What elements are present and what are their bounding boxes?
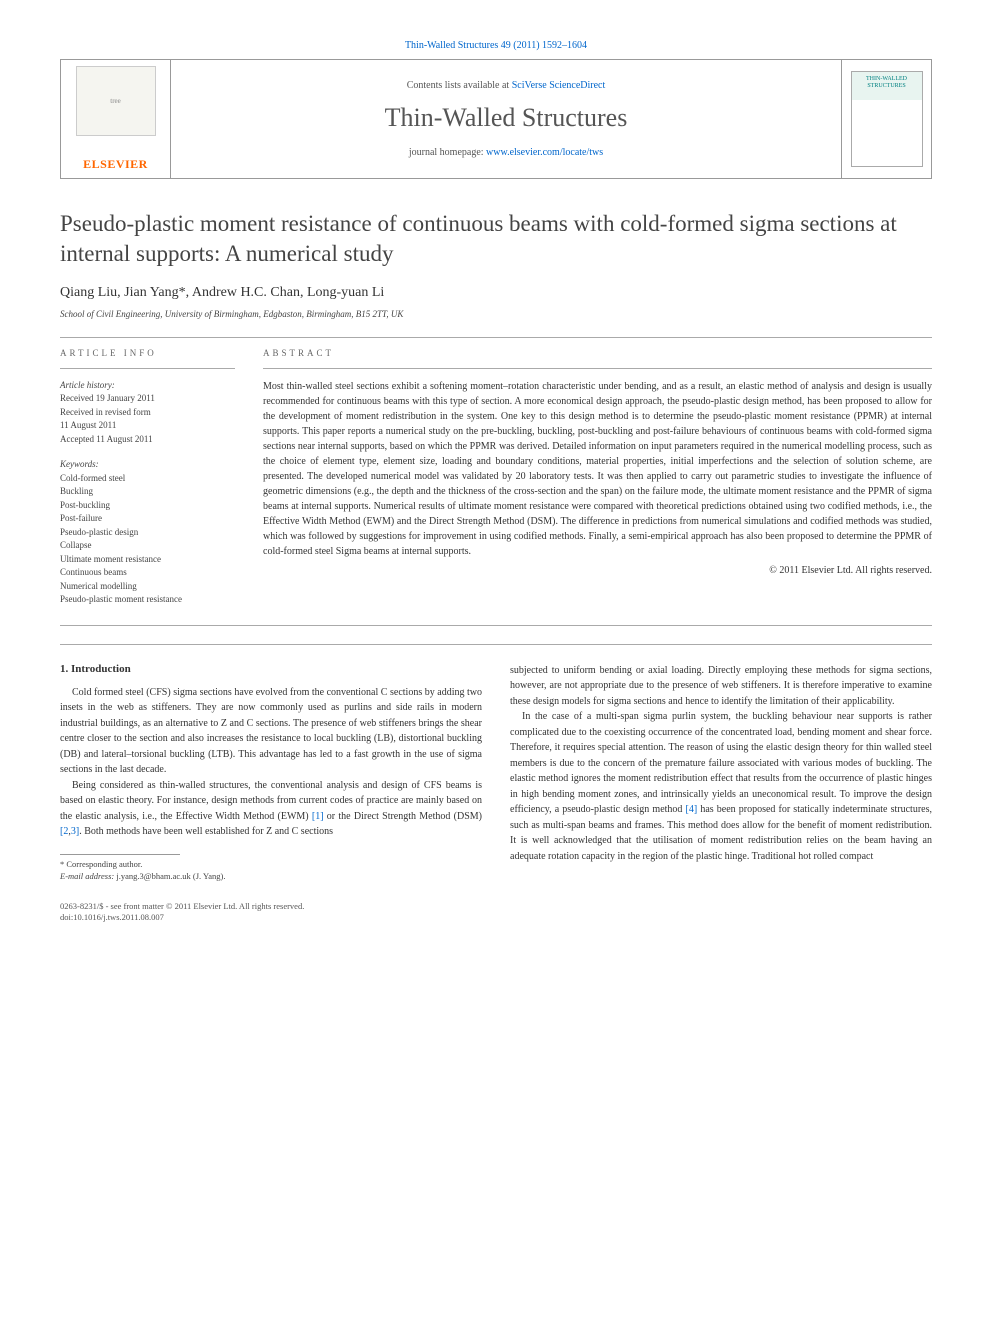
keyword: Ultimate moment resistance: [60, 553, 235, 567]
elsevier-tree-icon: tree: [76, 66, 156, 136]
corresponding-author-footnote: * Corresponding author.: [60, 859, 482, 871]
contents-line: Contents lists available at SciVerse Sci…: [407, 80, 606, 91]
citation-link[interactable]: 3]: [71, 826, 79, 837]
publisher-name: ELSEVIER: [83, 157, 148, 172]
journal-name: Thin-Walled Structures: [385, 103, 628, 133]
divider-full: [60, 644, 932, 645]
affiliation: School of Civil Engineering, University …: [60, 309, 932, 319]
contents-prefix: Contents lists available at: [407, 80, 512, 91]
email-label: E-mail address:: [60, 871, 114, 881]
body-paragraph: In the case of a multi-span sigma purlin…: [510, 709, 932, 864]
authors-part1: Qiang Liu, Jian Yang: [60, 285, 179, 300]
body-paragraph: subjected to uniform bending or axial lo…: [510, 663, 932, 710]
footnote-block: * Corresponding author. E-mail address: …: [60, 854, 482, 925]
keyword: Post-buckling: [60, 499, 235, 513]
journal-cover-icon: THIN-WALLED STRUCTURES: [851, 71, 923, 167]
header-center: Contents lists available at SciVerse Sci…: [171, 60, 841, 178]
article-title: Pseudo-plastic moment resistance of cont…: [60, 209, 932, 269]
article-history: Article history: Received 19 January 201…: [60, 379, 235, 447]
history-label: Article history:: [60, 379, 235, 393]
keyword: Pseudo-plastic moment resistance: [60, 593, 235, 607]
authors: Qiang Liu, Jian Yang*, Andrew H.C. Chan,…: [60, 285, 932, 301]
cover-title-1: THIN-WALLED: [866, 76, 907, 83]
section-heading: 1. Introduction: [60, 663, 482, 675]
keyword: Pseudo-plastic design: [60, 526, 235, 540]
abstract-column: abstract Most thin-walled steel sections…: [263, 348, 932, 619]
keyword: Post-failure: [60, 512, 235, 526]
doi-line: doi:10.1016/j.tws.2011.08.007: [60, 912, 482, 924]
divider: [60, 368, 235, 369]
cover-title-2: STRUCTURES: [867, 83, 905, 90]
authors-part2: , Andrew H.C. Chan, Long-yuan Li: [186, 285, 385, 300]
keyword: Buckling: [60, 485, 235, 499]
citation-link[interactable]: [4]: [686, 804, 698, 815]
footnote-divider: [60, 854, 180, 855]
issn-line: 0263-8231/$ - see front matter © 2011 El…: [60, 901, 482, 913]
copyright-line: © 2011 Elsevier Ltd. All rights reserved…: [263, 565, 932, 576]
journal-ref-link[interactable]: Thin-Walled Structures 49 (2011) 1592–16…: [405, 40, 587, 51]
keyword: Cold-formed steel: [60, 472, 235, 486]
article-info-heading: article info: [60, 348, 235, 358]
email-footnote: E-mail address: j.yang.3@bham.ac.uk (J. …: [60, 871, 482, 883]
keyword: Continuous beams: [60, 566, 235, 580]
revised-label: Received in revised form: [60, 406, 235, 420]
body-columns: 1. Introduction Cold formed steel (CFS) …: [60, 663, 932, 925]
corresponding-author-mark[interactable]: *: [179, 285, 186, 300]
divider: [60, 337, 932, 338]
divider: [60, 625, 932, 626]
body-text-span: . Both methods have been well establishe…: [79, 826, 333, 837]
email-address: j.yang.3@bham.ac.uk (J. Yang).: [114, 871, 225, 881]
sciencedirect-link[interactable]: SciVerse ScienceDirect: [512, 80, 606, 91]
revised-date: 11 August 2011: [60, 419, 235, 433]
journal-reference: Thin-Walled Structures 49 (2011) 1592–16…: [60, 40, 932, 51]
keywords-block: Keywords: Cold-formed steel Buckling Pos…: [60, 458, 235, 607]
keyword: Numerical modelling: [60, 580, 235, 594]
received-date: Received 19 January 2011: [60, 392, 235, 406]
homepage-link[interactable]: www.elsevier.com/locate/tws: [486, 147, 603, 158]
body-paragraph: Being considered as thin-walled structur…: [60, 778, 482, 840]
homepage-line: journal homepage: www.elsevier.com/locat…: [409, 147, 603, 158]
homepage-prefix: journal homepage:: [409, 147, 486, 158]
citation-link[interactable]: [1]: [312, 811, 324, 822]
divider: [263, 368, 932, 369]
keyword: Collapse: [60, 539, 235, 553]
footer-block: 0263-8231/$ - see front matter © 2011 El…: [60, 901, 482, 925]
article-info: article info Article history: Received 1…: [60, 348, 235, 619]
publisher-logo-block: tree ELSEVIER: [61, 60, 171, 178]
accepted-date: Accepted 11 August 2011: [60, 433, 235, 447]
abstract-text: Most thin-walled steel sections exhibit …: [263, 379, 932, 559]
journal-cover-block: THIN-WALLED STRUCTURES: [841, 60, 931, 178]
info-abstract-row: article info Article history: Received 1…: [60, 348, 932, 619]
keywords-label: Keywords:: [60, 458, 235, 472]
body-text-span: or the Direct Strength Method (DSM): [324, 811, 482, 822]
body-text-span: In the case of a multi-span sigma purlin…: [510, 711, 932, 815]
abstract-heading: abstract: [263, 348, 932, 358]
body-paragraph: Cold formed steel (CFS) sigma sections h…: [60, 685, 482, 778]
journal-header: tree ELSEVIER Contents lists available a…: [60, 59, 932, 179]
